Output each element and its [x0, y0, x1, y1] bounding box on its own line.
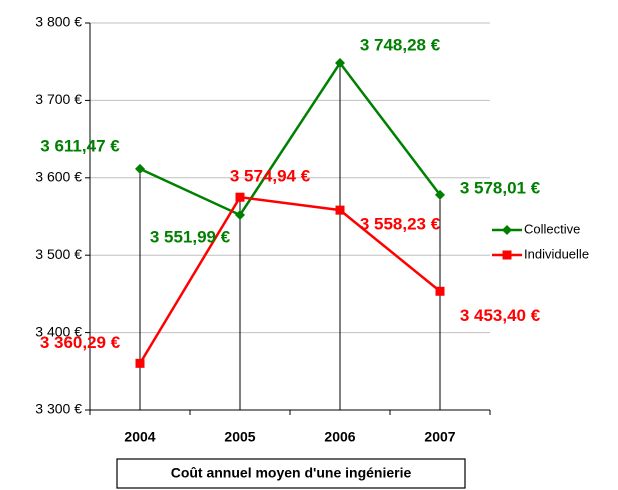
- y-tick-label: 3 300 €: [35, 401, 82, 417]
- series-line: [138, 195, 441, 364]
- value-label: 3 574,94 €: [230, 167, 311, 186]
- marker: [235, 192, 245, 202]
- x-tick-label: 2005: [224, 429, 255, 445]
- marker: [135, 163, 145, 174]
- value-label: 3 551,99 €: [150, 227, 231, 246]
- value-label: 3 578,01 €: [460, 178, 541, 197]
- value-label: 3 360,29 €: [40, 333, 121, 352]
- value-label: 3 611,47 €: [40, 136, 120, 155]
- y-tick-label: 3 400 €: [35, 323, 82, 339]
- chart-title: Coût annuel moyen d'une ingénierie: [171, 465, 412, 481]
- marker: [335, 58, 345, 69]
- marker: [235, 209, 245, 220]
- value-label: 3 453,40 €: [460, 306, 541, 325]
- marker: [135, 358, 145, 368]
- legend-label: Individuelle: [524, 246, 589, 261]
- marker: [335, 205, 345, 215]
- value-label: 3 558,23 €: [360, 215, 441, 234]
- series-line: [139, 60, 441, 217]
- value-label: 3 748,28 €: [360, 36, 441, 55]
- y-tick-label: 3 700 €: [35, 91, 82, 107]
- x-tick-label: 2004: [124, 429, 155, 445]
- x-tick-label: 2007: [424, 429, 455, 445]
- y-tick-label: 3 600 €: [35, 169, 82, 185]
- marker: [435, 189, 445, 200]
- title-box: [116, 458, 466, 489]
- legend-label: Collective: [524, 221, 580, 236]
- legend-marker: [502, 250, 512, 260]
- legend-marker: [502, 225, 512, 235]
- marker: [435, 286, 445, 296]
- y-tick-label: 3 800 €: [35, 14, 82, 30]
- y-tick-label: 3 500 €: [35, 246, 82, 262]
- x-tick-label: 2006: [324, 429, 355, 445]
